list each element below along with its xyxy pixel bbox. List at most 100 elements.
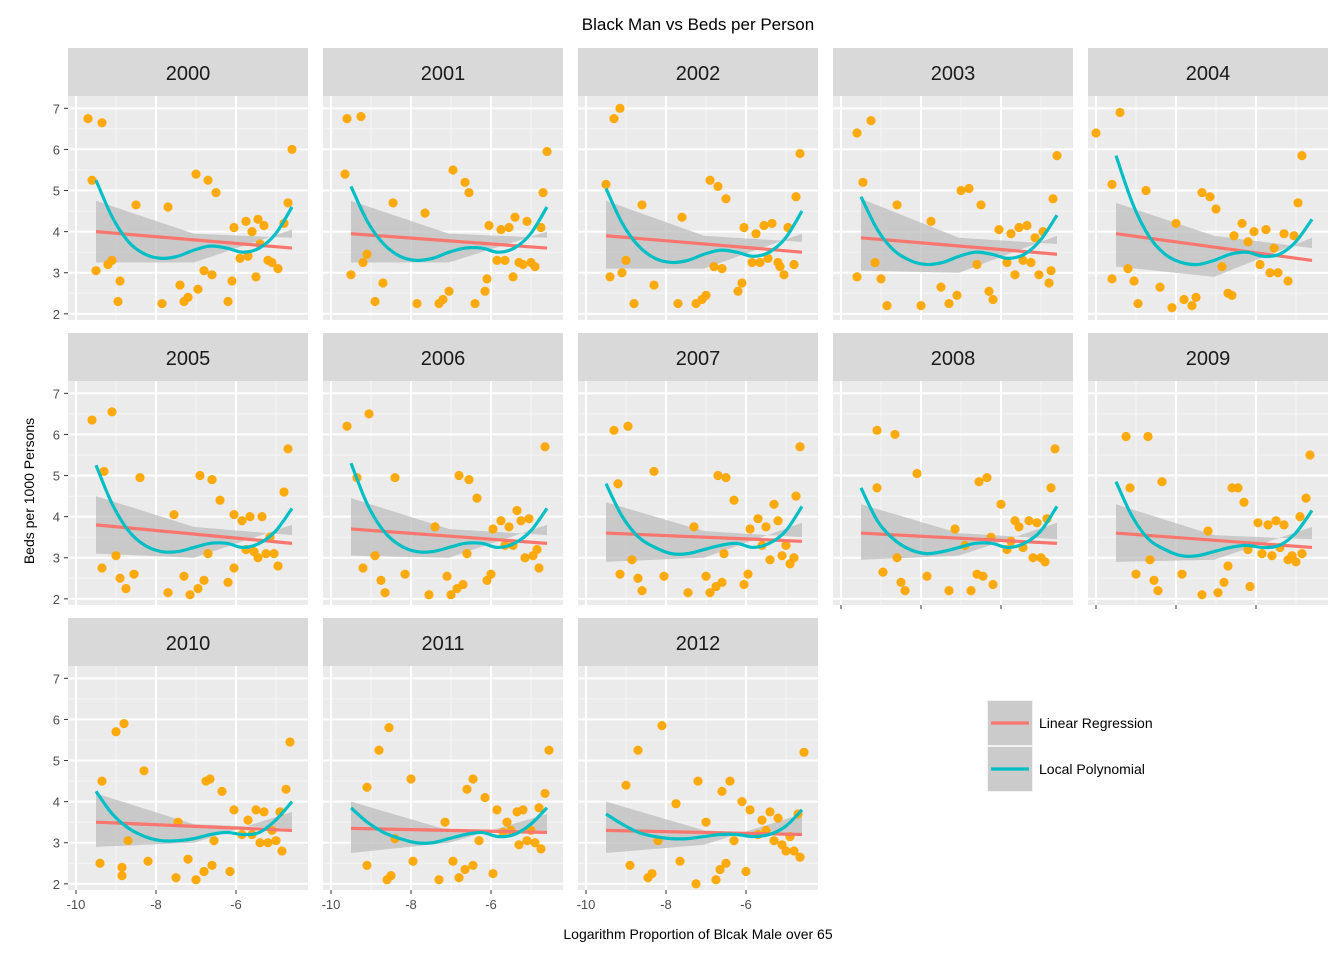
- data-point: [1239, 497, 1249, 507]
- data-point: [795, 148, 805, 159]
- data-point: [480, 286, 490, 296]
- data-point: [683, 588, 693, 598]
- data-point: [530, 838, 540, 848]
- data-point: [1024, 516, 1034, 526]
- data-point: [1034, 270, 1044, 280]
- data-point: [223, 296, 233, 307]
- facet-strip-label: 2006: [421, 348, 466, 370]
- data-point: [621, 255, 631, 266]
- panel-background: [68, 666, 308, 890]
- data-point: [872, 425, 882, 435]
- data-point: [207, 270, 217, 280]
- data-point: [448, 165, 458, 175]
- data-point: [1295, 512, 1305, 522]
- data-point: [633, 573, 643, 583]
- data-point: [255, 838, 265, 848]
- data-point: [1141, 185, 1151, 196]
- data-point: [207, 860, 217, 870]
- data-point: [211, 187, 221, 198]
- confidence-band: [351, 498, 547, 558]
- data-point: [791, 192, 801, 202]
- data-point: [1028, 553, 1038, 563]
- data-point: [454, 470, 464, 481]
- data-point: [364, 409, 374, 419]
- facet-panel: 2006: [323, 333, 563, 605]
- facet-strip: [68, 618, 308, 666]
- data-point: [633, 745, 643, 755]
- data-point: [484, 220, 494, 231]
- data-point: [1293, 198, 1303, 208]
- facet-strip: [323, 48, 563, 96]
- data-point: [637, 200, 647, 210]
- facet-strip-label: 2010: [166, 633, 211, 655]
- data-point: [458, 579, 468, 590]
- data-point: [460, 177, 470, 187]
- data-point: [1107, 274, 1117, 284]
- confidence-band: [96, 496, 292, 558]
- data-point: [629, 298, 639, 309]
- data-point: [496, 224, 506, 235]
- data-point: [984, 286, 994, 296]
- data-point: [97, 118, 107, 128]
- facet-panel: 2007: [578, 333, 818, 605]
- data-point: [536, 222, 546, 233]
- data-point: [741, 866, 751, 877]
- local-polynomial-curve: [349, 462, 549, 554]
- data-point: [263, 838, 273, 848]
- linear-regression-line: [95, 523, 293, 545]
- data-point: [472, 493, 482, 503]
- local-polynomial-curve: [349, 185, 549, 263]
- data-point: [978, 571, 988, 581]
- data-point: [462, 549, 472, 559]
- data-point: [1149, 575, 1159, 585]
- data-point: [229, 222, 239, 233]
- facet-strip: [323, 333, 563, 381]
- data-point: [111, 551, 121, 561]
- data-point: [767, 218, 777, 229]
- facet-strip-label: 2009: [1186, 348, 1231, 370]
- data-point: [673, 298, 683, 309]
- data-point: [536, 844, 546, 854]
- data-point: [1203, 526, 1213, 536]
- data-point: [747, 257, 757, 268]
- data-point: [751, 229, 761, 239]
- data-point: [765, 807, 775, 817]
- data-point: [1261, 224, 1271, 235]
- data-point: [1297, 549, 1307, 559]
- data-point: [1219, 577, 1229, 587]
- data-point: [729, 836, 739, 846]
- data-point: [408, 856, 418, 866]
- data-point: [866, 116, 876, 126]
- data-point: [1191, 292, 1201, 302]
- data-point: [540, 442, 550, 452]
- data-point: [1050, 444, 1060, 454]
- data-point: [195, 470, 205, 481]
- y-tick-label: 3: [53, 266, 60, 281]
- data-point: [753, 514, 763, 524]
- data-point: [1155, 282, 1165, 292]
- data-point: [510, 212, 520, 222]
- local-polynomial-curve: [604, 187, 804, 265]
- data-point: [972, 259, 982, 270]
- data-point: [1153, 586, 1163, 596]
- data-point: [717, 786, 727, 796]
- data-point: [540, 788, 550, 799]
- data-point: [532, 544, 542, 555]
- data-point: [374, 745, 384, 755]
- facet-strip: [323, 618, 563, 666]
- data-point: [362, 249, 372, 259]
- data-point: [621, 780, 631, 790]
- y-tick-label: 6: [53, 142, 60, 157]
- data-point: [1227, 290, 1237, 300]
- facet-panel: 2010 2 3 4 5 6 7 -10 -8 -6: [53, 618, 308, 912]
- data-point: [761, 522, 771, 532]
- data-point: [711, 875, 721, 885]
- data-point: [470, 298, 480, 309]
- data-point: [235, 253, 245, 263]
- data-point: [745, 524, 755, 534]
- data-point: [689, 522, 699, 532]
- data-point: [721, 194, 731, 204]
- data-point: [115, 276, 125, 286]
- data-point: [488, 868, 498, 879]
- data-point: [163, 202, 173, 212]
